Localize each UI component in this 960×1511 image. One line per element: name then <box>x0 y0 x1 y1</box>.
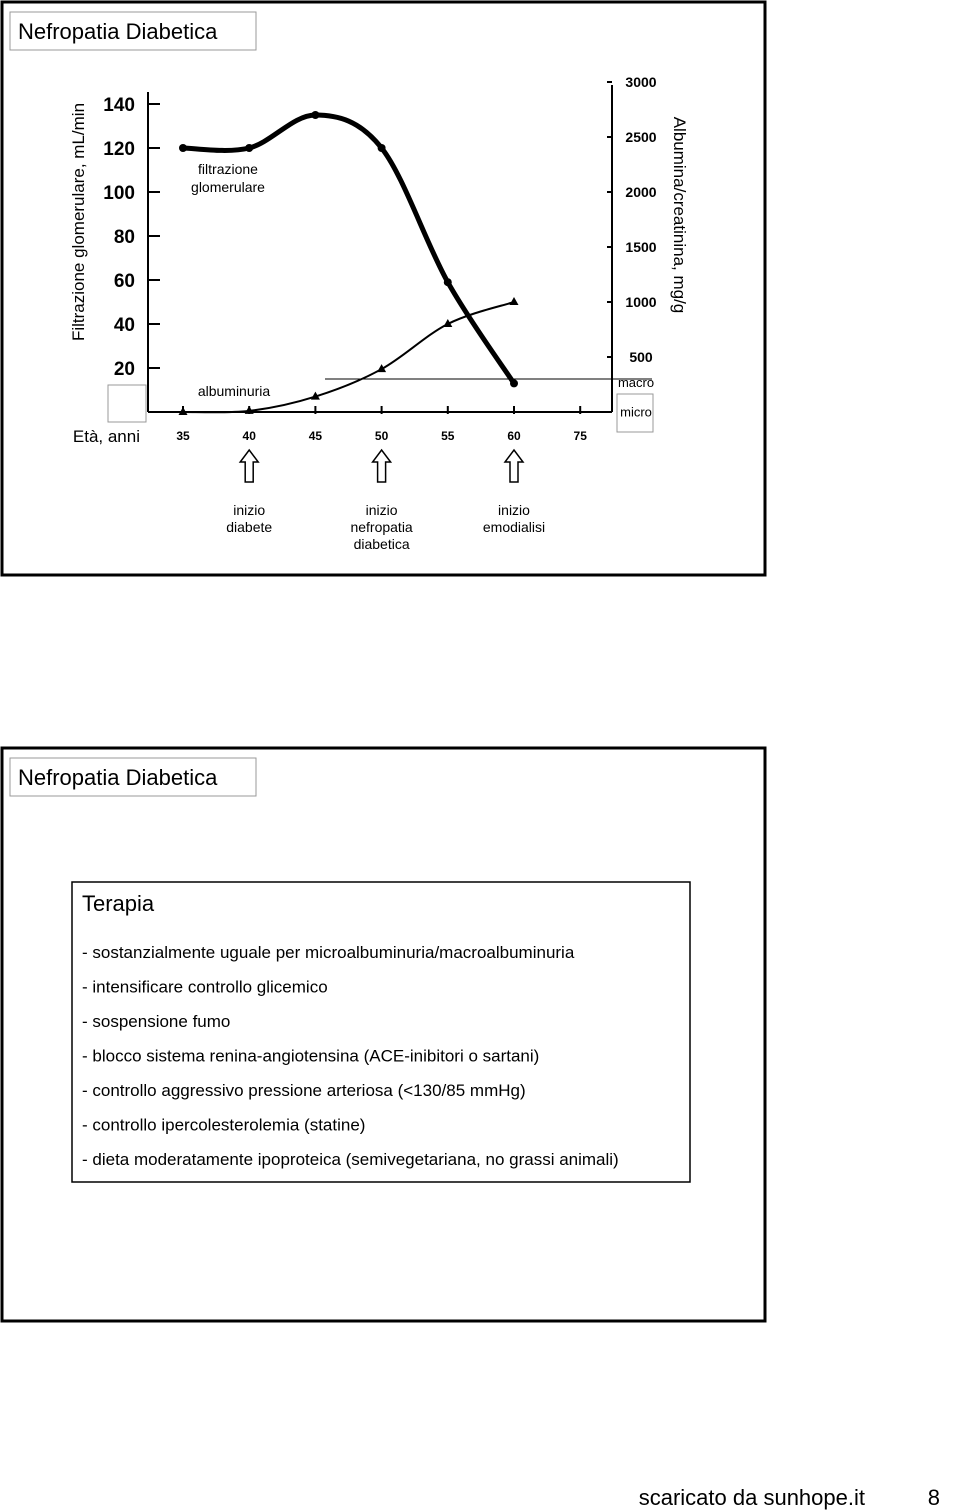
series-label: albuminuria <box>198 383 271 399</box>
deco-box <box>616 393 654 433</box>
x-tick-label: 75 <box>574 429 588 443</box>
therapy-heading: Terapia <box>82 891 155 916</box>
footer-source: scaricato da sunhope.it <box>639 1485 865 1510</box>
x-tick-label: 45 <box>309 429 323 443</box>
y2-tick-label: 1000 <box>625 294 656 310</box>
therapy-item: - sostanzialmente uguale per microalbumi… <box>82 943 575 962</box>
therapy-item: - dieta moderatamente ipoproteica (semiv… <box>82 1150 619 1169</box>
y2-tick-label: 2000 <box>625 184 656 200</box>
title-box <box>9 11 257 51</box>
series-line <box>182 301 515 414</box>
x-tick-label: 50 <box>375 429 389 443</box>
point <box>377 364 387 373</box>
event-label: diabete <box>226 519 272 535</box>
title-box <box>9 757 257 797</box>
event-arrow <box>503 448 525 483</box>
footer-page: 8 <box>928 1485 940 1510</box>
x-tick-label: 40 <box>243 429 257 443</box>
deco-box <box>107 384 147 423</box>
y-tick-label: 40 <box>114 315 135 336</box>
therapy-item: - blocco sistema renina-angiotensina (AC… <box>82 1047 539 1066</box>
point <box>311 111 320 119</box>
slide-title: Nefropatia Diabetica <box>18 19 218 44</box>
point <box>310 391 320 400</box>
x-tick-label: 35 <box>176 429 190 443</box>
y2-tick-label: 500 <box>629 349 653 365</box>
point <box>443 278 452 287</box>
y2-tick-label: 2500 <box>625 129 656 145</box>
slide-title: Nefropatia Diabetica <box>18 765 218 790</box>
slide-frame <box>0 0 767 577</box>
point <box>377 144 386 152</box>
x-tick-label: 55 <box>441 429 455 443</box>
y2-tick-label: 1500 <box>625 239 656 255</box>
slide-frame <box>0 746 767 1323</box>
y2-tick-label: 3000 <box>625 74 656 90</box>
therapy-box <box>71 881 691 1183</box>
therapy-item: - sospensione fumo <box>82 1012 230 1031</box>
event-label: inizio <box>233 502 265 518</box>
y-tick-label: 20 <box>114 359 135 380</box>
y-tick-label: 100 <box>103 183 135 204</box>
y-tick-label: 60 <box>114 271 135 292</box>
therapy-item: - controllo ipercolesterolemia (statine) <box>82 1116 365 1135</box>
point <box>245 144 254 152</box>
event-label: inizio <box>366 502 398 518</box>
x-axis-label: Età, anni <box>73 427 140 446</box>
event-arrow <box>238 448 260 483</box>
y-tick-label: 140 <box>103 95 135 116</box>
point <box>510 379 518 388</box>
y-tick-label: 80 <box>114 227 135 248</box>
therapy-item: - controllo aggressivo pressione arterio… <box>82 1081 526 1100</box>
event-arrow <box>371 448 393 483</box>
threshold-label: micro <box>620 405 652 420</box>
y-axis-label: Filtrazione glomerulare, mL/min <box>69 103 88 341</box>
point <box>179 144 187 152</box>
y2-axis-label: Albumina/creatinina, mg/g <box>670 117 689 314</box>
series-label: filtrazione glomerulare <box>191 161 265 195</box>
event-label: inizio <box>498 502 530 518</box>
event-label: nefropatia <box>350 519 412 535</box>
event-label: emodialisi <box>483 519 545 535</box>
series-line <box>182 112 517 385</box>
event-label: diabetica <box>354 536 410 552</box>
y-tick-label: 120 <box>103 139 135 160</box>
point <box>244 405 254 414</box>
therapy-item: - intensificare controllo glicemico <box>82 978 328 997</box>
point <box>509 297 519 305</box>
x-tick-label: 60 <box>507 429 521 443</box>
threshold-label: macro <box>618 375 654 390</box>
point <box>178 407 188 415</box>
point <box>443 319 453 327</box>
